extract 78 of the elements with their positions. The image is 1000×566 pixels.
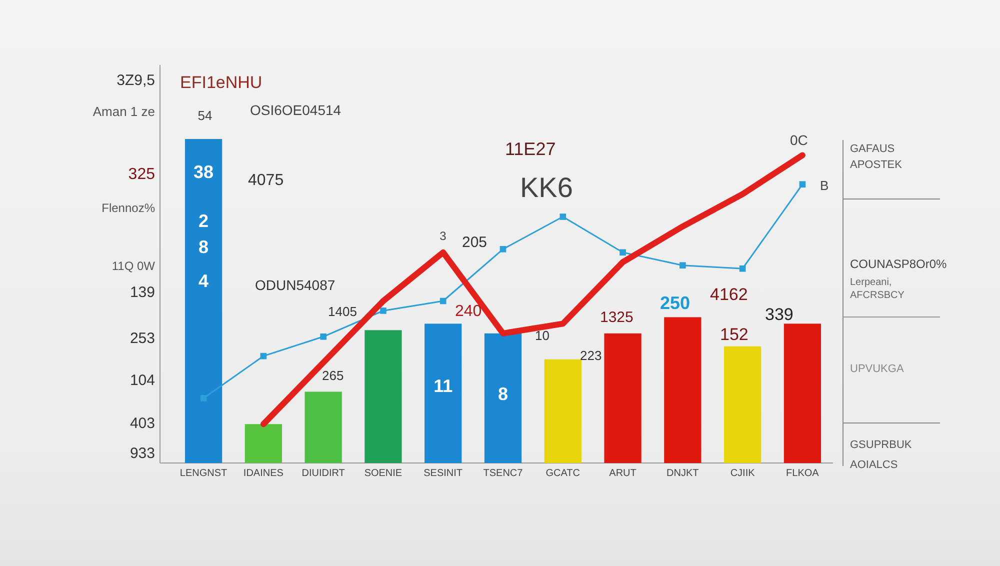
text: APOSTEK: [850, 159, 903, 171]
point: [380, 308, 386, 314]
text: 54: [198, 108, 212, 123]
point: [799, 181, 806, 188]
annotation: 38: [194, 162, 214, 182]
annotation: 3: [440, 229, 447, 243]
x-tick-label: DIUIDIRT: [302, 468, 345, 479]
annotation: 4162: [710, 285, 748, 304]
point: [440, 298, 446, 304]
point: [739, 265, 746, 272]
annotation: 1405: [328, 304, 357, 319]
annotation: 4075: [248, 172, 284, 189]
text: GAFAUS: [850, 143, 895, 155]
text: UPVUKGA: [850, 363, 904, 375]
x-tick-label: LENGNST: [180, 468, 228, 479]
text: 139: [130, 284, 155, 301]
text: OSI6OE04514: [250, 102, 342, 118]
bar: [544, 359, 582, 463]
text: Aman 1 ze: [92, 104, 155, 119]
point: [620, 249, 626, 256]
x-tick-label: SESINIT: [424, 468, 463, 479]
point: [200, 395, 207, 402]
bar: [424, 324, 462, 463]
annotation: 240: [455, 303, 482, 320]
text: 403: [130, 415, 155, 432]
bar: [484, 333, 522, 463]
x-tick-label: IDAINES: [243, 468, 284, 479]
bar: [724, 346, 762, 463]
annotation: 0C: [790, 132, 808, 148]
bar: [184, 139, 222, 463]
point: [560, 214, 566, 220]
text: AOIALCS: [850, 459, 898, 471]
bar: [664, 317, 702, 463]
annotation: 1325: [600, 309, 634, 326]
x-tick-label: ARUT: [609, 468, 636, 479]
annotation: 205: [462, 234, 488, 251]
annotation: 152: [720, 325, 748, 344]
bar: [244, 424, 282, 463]
text: 325: [128, 166, 156, 183]
text: 3Z9,5: [116, 72, 155, 89]
text: Lerpeani,: [850, 277, 892, 288]
x-tick-label: DNJKT: [666, 468, 699, 479]
annotation: 8: [498, 384, 508, 404]
text: COUNASP8Or0%: [850, 257, 948, 271]
text: AFCRSBCY: [850, 290, 905, 301]
bar: [364, 330, 402, 463]
text: 11Q 0W: [112, 259, 156, 273]
text: 933: [130, 445, 155, 462]
annotation: KK6: [520, 172, 573, 203]
bar: [604, 333, 642, 463]
point: [320, 333, 326, 340]
text: 253: [130, 330, 155, 347]
annotation: 4: [198, 271, 209, 291]
annotation: 223: [580, 348, 602, 363]
text: 104: [130, 372, 155, 389]
text: GSUPRBUK: [850, 439, 912, 451]
point: [680, 262, 686, 269]
annotation: 250: [660, 293, 690, 313]
annotation: B: [820, 178, 829, 193]
text: Flennoz%: [102, 201, 156, 215]
chart-title: EFI1eNHU: [180, 73, 262, 92]
bar: [304, 392, 342, 463]
x-tick-label: TSENC7: [483, 468, 524, 479]
annotation: 8: [198, 237, 209, 257]
annotation: 265: [322, 368, 344, 383]
annotation: 2: [198, 211, 209, 231]
point: [500, 246, 506, 252]
annotation: 339: [765, 305, 794, 324]
bar: [784, 324, 822, 463]
x-tick-label: SOENIE: [364, 468, 402, 479]
point: [260, 352, 267, 360]
x-tick-label: GCATC: [546, 468, 580, 479]
annotation: 11E27: [505, 139, 556, 159]
annotation: 10: [535, 328, 550, 343]
annotation: ODUN54087: [255, 277, 336, 293]
x-tick-label: FLKOA: [786, 468, 820, 479]
x-tick-label: CJIIK: [730, 468, 756, 479]
annotation: 11: [434, 376, 453, 396]
